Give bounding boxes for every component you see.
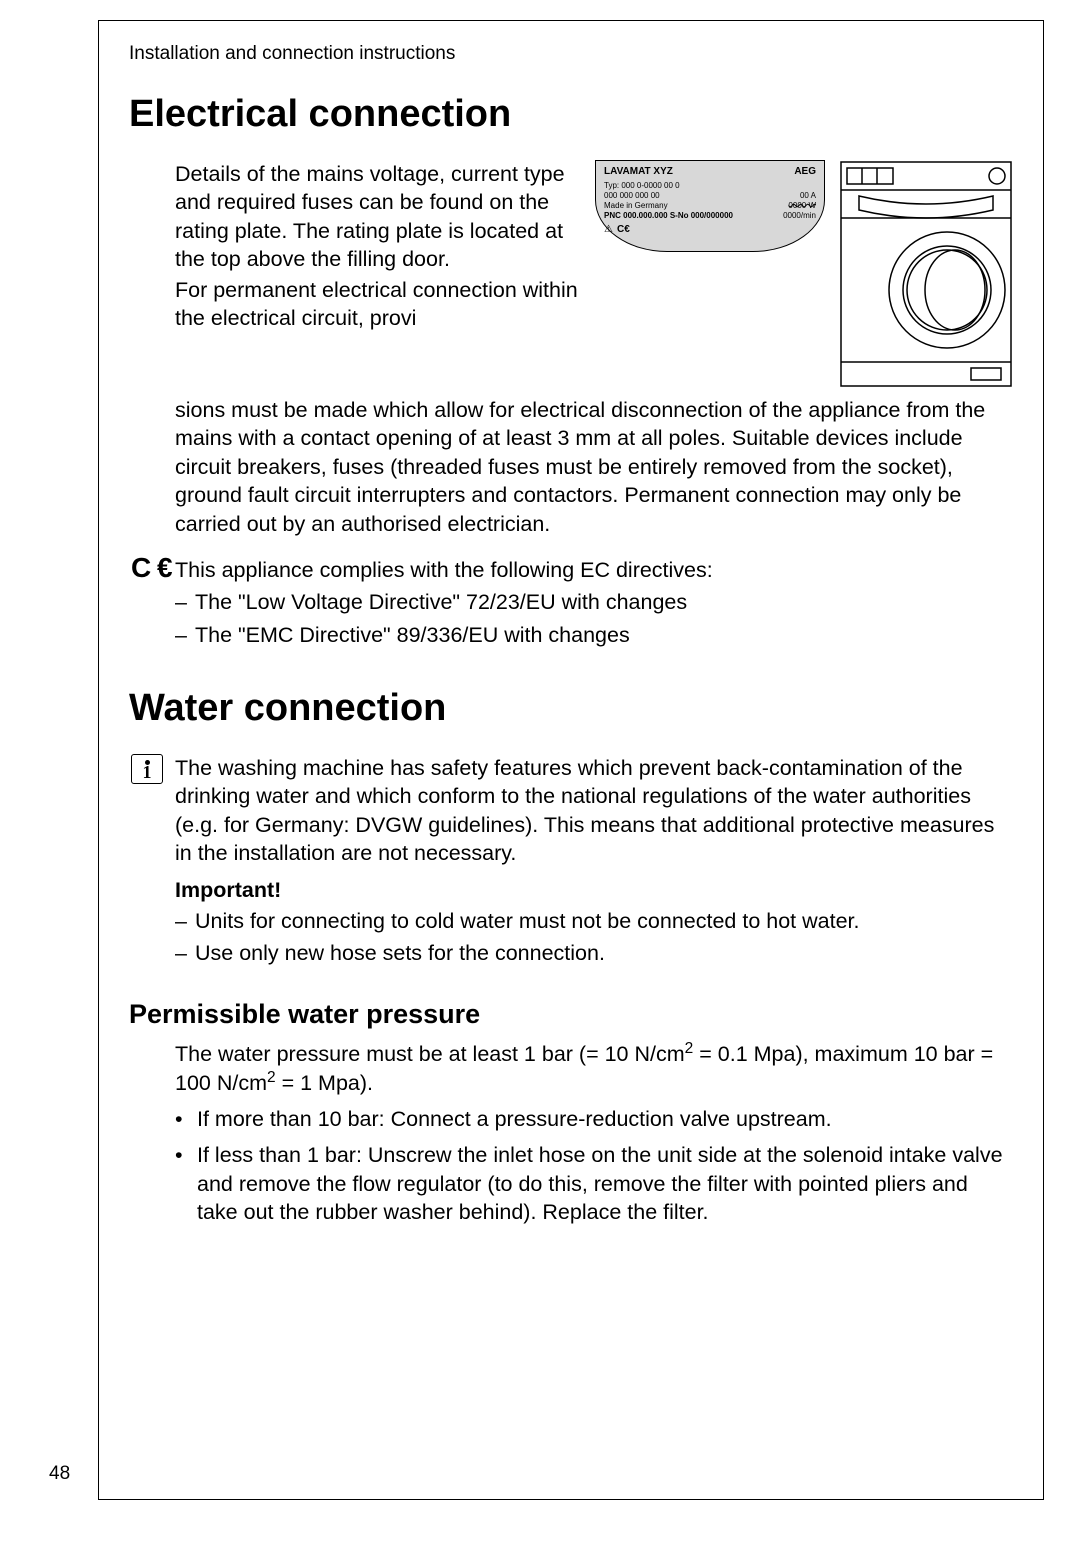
rating-plate-brand: AEG bbox=[794, 166, 816, 179]
pressure-para1: The water pressure must be at least 1 ba… bbox=[175, 1040, 1013, 1097]
rating-plate-and-washer-figure: LAVAMAT XYZ AEG Typ: 000 0-0000 00 0 000… bbox=[595, 160, 1013, 390]
info-icon: 1 bbox=[131, 754, 163, 784]
page-number: 48 bbox=[49, 1463, 70, 1485]
ce-directive-2: The "EMC Directive" 89/336/EU with chang… bbox=[195, 621, 630, 649]
warning-triangle-icon: ⚠ bbox=[604, 224, 613, 237]
rating-plate-line4: PNC 000.000.000 S-No 000/000000 bbox=[604, 211, 733, 221]
rating-plate-illustration: LAVAMAT XYZ AEG Typ: 000 0-0000 00 0 000… bbox=[595, 160, 825, 252]
pressure-bullet-1: If more than 10 bar: Connect a pressure-… bbox=[197, 1105, 832, 1133]
electrical-paragraph-block: LAVAMAT XYZ AEG Typ: 000 0-0000 00 0 000… bbox=[117, 160, 1013, 538]
ce-directives-intro: This appliance complies with the followi… bbox=[175, 556, 1013, 584]
important-item-1: Units for connecting to cold water must … bbox=[195, 907, 859, 935]
section-title-water: Water connection bbox=[129, 687, 1013, 730]
electrical-para2b: sions must be made which allow for elect… bbox=[175, 396, 1013, 538]
rating-plate-line2: 000 000 000 00 bbox=[604, 191, 660, 201]
pressure-bullets: •If more than 10 bar: Connect a pressure… bbox=[175, 1105, 1013, 1227]
subsection-title-pressure: Permissible water pressure bbox=[129, 999, 1013, 1030]
rating-plate-rpm: 0000/min bbox=[783, 211, 816, 221]
ce-directives-list: –The "Low Voltage Directive" 72/23/EU wi… bbox=[175, 588, 1013, 649]
ce-small-icon: C€ bbox=[617, 224, 630, 237]
pressure-bullet-2: If less than 1 bar: Unscrew the inlet ho… bbox=[197, 1141, 1013, 1226]
rating-plate-line1: Typ: 000 0-0000 00 0 bbox=[604, 181, 816, 191]
important-list: –Units for connecting to cold water must… bbox=[175, 907, 1013, 968]
rating-plate-amp: 00 A bbox=[800, 191, 816, 201]
rating-plate-model: LAVAMAT XYZ bbox=[604, 166, 673, 179]
important-label: Important! bbox=[175, 878, 1013, 903]
section-title-electrical: Electrical connection bbox=[129, 93, 1013, 136]
rating-plate-line3: Made in Germany bbox=[604, 201, 668, 211]
ce-directive-1: The "Low Voltage Directive" 72/23/EU wit… bbox=[195, 588, 687, 616]
water-para1: The washing machine has safety features … bbox=[175, 754, 1013, 868]
important-item-2: Use only new hose sets for the connectio… bbox=[195, 939, 605, 967]
washing-machine-illustration bbox=[839, 160, 1013, 390]
ce-mark-icon: C € bbox=[131, 552, 172, 584]
page-frame: Installation and connection instructions… bbox=[98, 20, 1044, 1500]
running-header: Installation and connection instructions bbox=[129, 43, 1013, 65]
rating-plate-watt: 0000 W bbox=[788, 201, 816, 211]
